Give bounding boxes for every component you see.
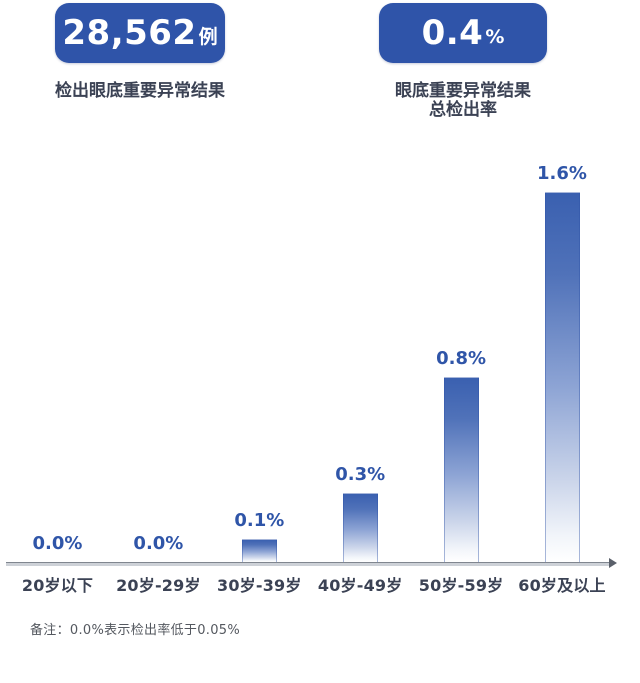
bar xyxy=(241,539,277,562)
x-axis-arrow-icon xyxy=(609,558,617,568)
bar-value-label: 0.8% xyxy=(436,348,487,369)
bar-value-label: 0.0% xyxy=(32,533,83,554)
x-axis-tick-label: 60岁及以上 xyxy=(518,576,606,595)
stat-block-detected: 28,562 例 检出眼底重要异常结果 xyxy=(35,3,245,101)
bar xyxy=(544,192,580,562)
detected-count-value: 28,562 xyxy=(62,13,197,53)
bar-value-label: 0.1% xyxy=(234,510,285,531)
stat-card-detected-count: 28,562 例 xyxy=(55,3,225,63)
x-axis-tick-label: 50岁-59岁 xyxy=(418,576,504,595)
x-axis-tick-label: 20岁-29岁 xyxy=(116,576,201,595)
footnote: 备注：0.0%表示检出率低于0.05% xyxy=(30,623,241,638)
bar-value-label: 0.0% xyxy=(133,533,184,554)
total-rate-label-line1: 眼底重要异常结果 xyxy=(395,81,531,101)
total-rate-label-line2: 总检出率 xyxy=(429,100,497,120)
x-axis-tick-label: 40岁-49岁 xyxy=(317,576,403,595)
total-rate-value: 0.4 xyxy=(421,13,484,53)
total-rate-unit: % xyxy=(485,26,505,48)
total-rate-label: 眼底重要异常结果 总检出率 xyxy=(358,82,568,120)
x-axis-tick-label: 30岁-39岁 xyxy=(217,576,302,595)
detected-count-label: 检出眼底重要异常结果 xyxy=(55,81,225,101)
bar xyxy=(443,377,479,562)
stat-card-total-rate: 0.4 % xyxy=(379,3,547,63)
bar xyxy=(342,493,378,562)
detected-count-unit: 例 xyxy=(198,26,218,48)
stat-block-rate: 0.4 % 眼底重要异常结果 总检出率 xyxy=(358,3,568,120)
x-axis-line xyxy=(6,562,610,566)
bar-value-label: 0.3% xyxy=(335,464,386,485)
x-axis-tick-label: 20岁以下 xyxy=(21,576,94,595)
bar-value-label: 1.6% xyxy=(537,163,587,184)
